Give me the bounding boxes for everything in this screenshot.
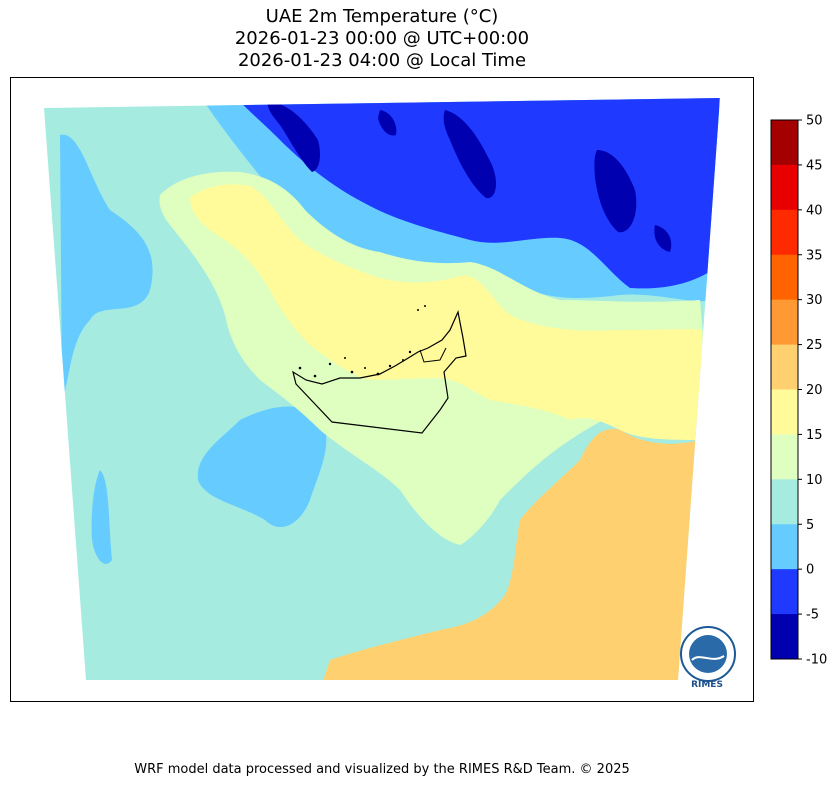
colorbar-bin (771, 614, 798, 660)
colorbar-bin (771, 479, 798, 525)
title-line-local: 2026-01-23 04:00 @ Local Time (237, 50, 527, 71)
colorbar-bin (771, 209, 798, 256)
colorbar-tick-label: 20 (806, 383, 823, 398)
temp-zone-0-5-west-strip (91, 470, 112, 564)
temp-zone-0-5-southwest (197, 406, 327, 528)
map-title: UAE 2m Temperature (°C) 2026-01-23 00:00… (0, 6, 764, 72)
colorbar-tick-label: 30 (806, 293, 823, 308)
colorbar-tick-label: 35 (806, 248, 823, 263)
colorbar-tick-label: 50 (806, 114, 823, 129)
colorbar-bin (771, 524, 798, 570)
colorbar-bin (771, 434, 798, 480)
rimes-logo: RIMES (680, 626, 736, 690)
colorbar-tick-label: 5 (806, 518, 814, 533)
colorbar-bin (771, 164, 798, 211)
colorbar-bin (771, 120, 798, 166)
temp-zone-0-5-west (60, 134, 153, 400)
temp-zone-minus10-a (267, 100, 320, 172)
rimes-logo-text: RIMES (691, 680, 723, 690)
temperature-field (44, 98, 720, 680)
colorbar-bin (771, 389, 798, 435)
title-line-utc: 2026-01-23 00:00 @ UTC+00:00 (234, 28, 530, 49)
uae-border (292, 310, 467, 434)
colorbar-bin (771, 254, 798, 301)
colorbar-tick-label: 15 (806, 428, 823, 443)
colorbar-bin (771, 344, 798, 390)
colorbar-bin (771, 569, 798, 615)
colorbar-tick-label: 45 (806, 158, 823, 173)
title-line-variable: UAE 2m Temperature (°C) (265, 6, 499, 27)
wave-icon (691, 655, 725, 661)
colorbar-tick-label: 0 (806, 563, 814, 578)
footer-credit: WRF model data processed and visualized … (134, 762, 630, 777)
colorbar-tick-label: 25 (806, 338, 823, 353)
colorbar-tick-label: -5 (806, 608, 819, 623)
colorbar-tick-label: 10 (806, 473, 823, 488)
coastal-islands (298, 305, 426, 378)
temp-zone-20-25 (320, 429, 720, 680)
temp-zone-15-20 (190, 184, 702, 440)
colorbar-tick-label: -10 (806, 653, 827, 668)
temp-zone-minus10-e (654, 225, 672, 252)
emirate-border (419, 347, 447, 363)
temp-zone-10-15-inland (300, 378, 451, 435)
temp-zone-minus10-b (443, 110, 497, 199)
colorbar-bin (771, 299, 798, 346)
temp-zone-minus10-d (378, 110, 397, 136)
rimes-logo-globe (689, 635, 727, 673)
temp-zone-minus10-c (594, 150, 637, 233)
colorbar-tick-label: 40 (806, 203, 823, 218)
